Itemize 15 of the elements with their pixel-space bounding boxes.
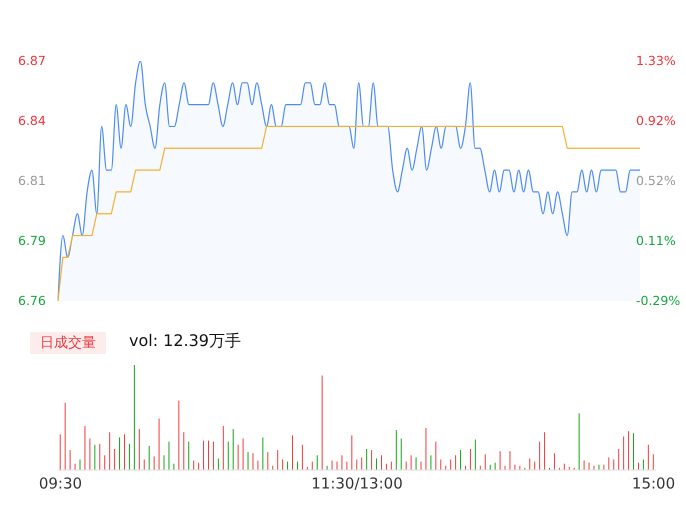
text: vol: 12.39万手 xyxy=(129,331,241,352)
y-tick-label: 6.76 xyxy=(18,293,46,308)
x-tick-label: 11:30/13:00 xyxy=(311,474,403,493)
y-tick-label: 6.81 xyxy=(18,173,46,188)
y2-tick-label: 0.11% xyxy=(636,233,676,248)
x-tick-label: 15:00 xyxy=(632,474,676,493)
y2-tick-label: 0.52% xyxy=(636,173,676,188)
x-tick-label: 09:30 xyxy=(38,474,82,493)
text: 日成交量 xyxy=(30,332,106,354)
y2-tick-label: 1.33% xyxy=(636,53,676,68)
y-tick-label: 6.87 xyxy=(18,53,46,68)
y-tick-label: 6.84 xyxy=(18,113,46,128)
y2-tick-label: 0.92% xyxy=(636,113,676,128)
y-tick-label: 6.79 xyxy=(18,233,46,248)
y2-tick-label: -0.29% xyxy=(636,293,680,308)
